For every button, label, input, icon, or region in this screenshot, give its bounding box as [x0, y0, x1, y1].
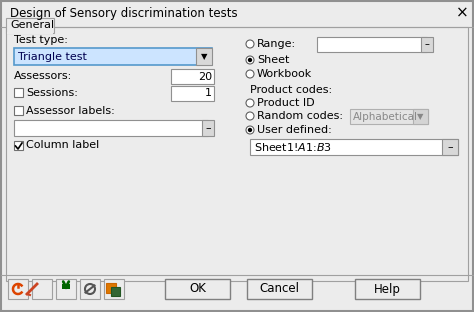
Text: –: – [425, 40, 429, 50]
Text: 20: 20 [198, 71, 212, 81]
Bar [104, 279, 124, 299]
Bar [111, 287, 120, 296]
Bar [14, 141, 23, 150]
Bar [442, 139, 458, 155]
Text: Workbook: Workbook [257, 69, 312, 79]
Text: Alphabetical: Alphabetical [353, 111, 418, 121]
Bar [171, 86, 214, 101]
Bar [202, 120, 214, 136]
Text: ▼: ▼ [201, 52, 207, 61]
Text: Triangle test: Triangle test [18, 51, 87, 61]
Bar [317, 37, 427, 52]
Text: Cancel: Cancel [259, 282, 300, 295]
Circle shape [246, 56, 254, 64]
Bar [14, 88, 23, 97]
Bar [8, 279, 28, 299]
Text: Test type:: Test type: [14, 35, 68, 45]
Text: Help: Help [374, 282, 401, 295]
Circle shape [246, 126, 254, 134]
Bar [196, 48, 212, 65]
Text: Assessor labels:: Assessor labels: [26, 105, 115, 115]
Bar [6, 18, 54, 33]
Bar [350, 109, 428, 124]
Text: Sheet: Sheet [257, 55, 289, 65]
Circle shape [246, 112, 254, 120]
Bar [421, 37, 433, 52]
Bar [14, 120, 208, 136]
Text: General: General [10, 20, 54, 30]
Bar [165, 279, 230, 299]
Text: Sessions:: Sessions: [26, 87, 78, 97]
Text: Product ID: Product ID [257, 98, 315, 108]
Bar [14, 48, 212, 65]
Bar [106, 283, 116, 293]
Text: Column label: Column label [26, 140, 99, 150]
Text: –: – [447, 142, 453, 152]
Text: Assessors:: Assessors: [14, 71, 72, 81]
Bar [62, 284, 70, 289]
Bar [171, 69, 214, 84]
Circle shape [248, 58, 252, 62]
Bar [413, 109, 428, 124]
Bar [250, 139, 458, 155]
Circle shape [246, 99, 254, 107]
Text: ▼: ▼ [417, 112, 424, 121]
Bar [247, 279, 312, 299]
Text: –: – [205, 123, 211, 133]
Bar [80, 279, 100, 299]
Text: Sheet1!$A$1:$B$3: Sheet1!$A$1:$B$3 [254, 141, 332, 153]
Bar [32, 279, 52, 299]
Text: ×: × [456, 6, 468, 21]
Text: Design of Sensory discrimination tests: Design of Sensory discrimination tests [10, 7, 237, 19]
Circle shape [246, 40, 254, 48]
Bar [56, 279, 76, 299]
Text: Random codes:: Random codes: [257, 111, 343, 121]
Bar [6, 27, 468, 281]
Bar [355, 279, 420, 299]
Bar [14, 106, 23, 115]
Bar [7, 32, 53, 34]
Text: OK: OK [189, 282, 206, 295]
Text: Product codes:: Product codes: [250, 85, 332, 95]
Text: Range:: Range: [257, 39, 296, 49]
Text: User defined:: User defined: [257, 125, 332, 135]
Circle shape [246, 70, 254, 78]
Circle shape [248, 128, 252, 132]
Text: 1: 1 [205, 89, 212, 99]
